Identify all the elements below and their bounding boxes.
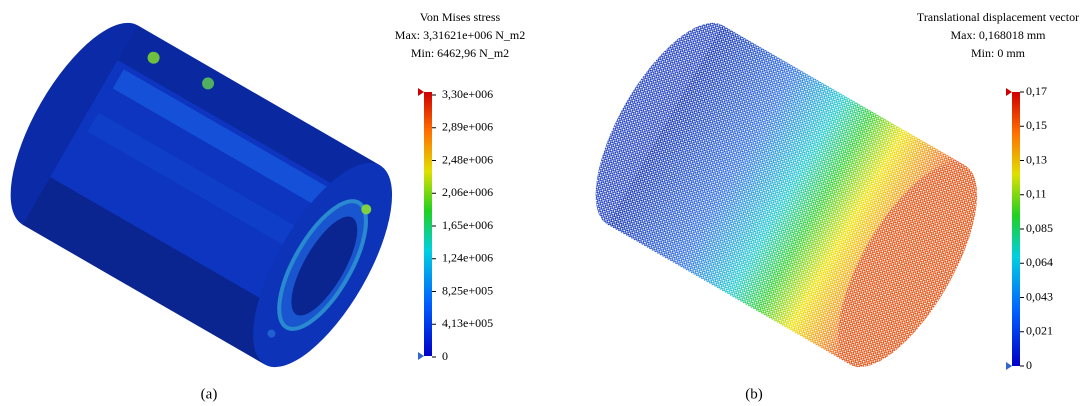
legend-label: 3,30e+006 bbox=[442, 87, 493, 101]
caption: (b) bbox=[745, 386, 763, 402]
legend-label: 0,13 bbox=[1026, 152, 1047, 166]
legend-title: Min: 0 mm bbox=[971, 46, 1026, 60]
legend-label: 0,064 bbox=[1026, 255, 1053, 269]
legend-label: 0,15 bbox=[1026, 118, 1047, 132]
legend-label: 0,043 bbox=[1026, 289, 1053, 303]
legend-label: 0,021 bbox=[1026, 324, 1053, 338]
legend-label: 2,89e+006 bbox=[442, 120, 493, 134]
displacement-model bbox=[595, 22, 978, 368]
stress-model bbox=[10, 22, 393, 368]
min-marker bbox=[1006, 362, 1012, 370]
caption: (a) bbox=[201, 386, 218, 402]
legend-label: 0 bbox=[1026, 358, 1032, 372]
legend-label: 2,06e+006 bbox=[442, 185, 493, 199]
legend-title: Min: 6462,96 N_m2 bbox=[411, 46, 509, 60]
legend-label: 0,085 bbox=[1026, 221, 1053, 235]
legend-label: 0,17 bbox=[1026, 84, 1047, 98]
color-bar bbox=[1012, 92, 1020, 366]
legend-label: 4,13e+005 bbox=[442, 316, 493, 330]
max-marker bbox=[1006, 88, 1012, 96]
min-marker bbox=[418, 352, 424, 360]
max-marker bbox=[418, 88, 424, 96]
legend-title: Max: 3,31621e+006 N_m2 bbox=[395, 28, 525, 42]
legend-label: 1,24e+006 bbox=[442, 251, 493, 265]
legend-label: 1,65e+006 bbox=[442, 218, 493, 232]
legend-label: 2,48e+006 bbox=[442, 152, 493, 166]
legend-label: 0,11 bbox=[1026, 187, 1047, 201]
legend-title: Max: 0,168018 mm bbox=[951, 28, 1047, 42]
legend-title: Von Mises stress bbox=[420, 10, 501, 24]
color-bar bbox=[424, 92, 432, 356]
legend-label: 0 bbox=[442, 349, 448, 363]
legend-title: Translational displacement vector bbox=[917, 10, 1079, 24]
legend-label: 8,25e+005 bbox=[442, 283, 493, 297]
